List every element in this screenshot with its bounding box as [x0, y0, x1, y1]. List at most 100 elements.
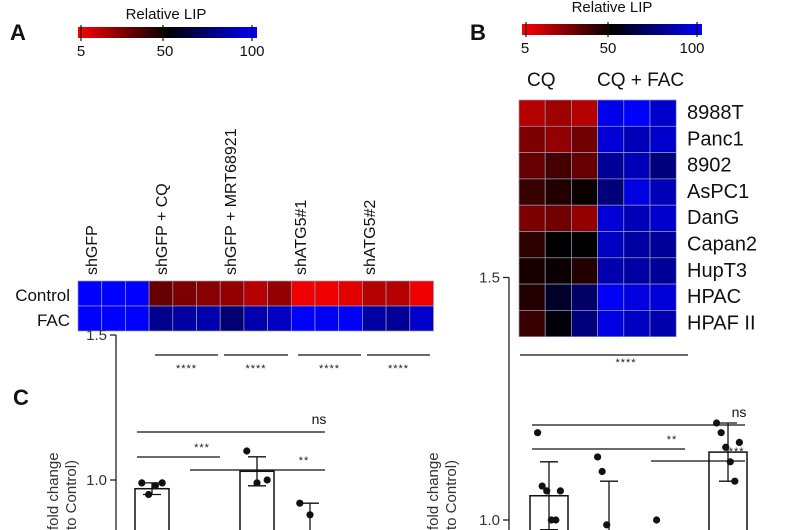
- heatmap-cell: [571, 283, 598, 311]
- heatmap-cell: [623, 125, 651, 153]
- heatmap-cell: [571, 231, 598, 259]
- panel-letter-a: A: [10, 20, 26, 45]
- comparison-label: **: [299, 455, 310, 467]
- heatmap-cell: [597, 152, 625, 180]
- data-point: [598, 467, 606, 476]
- colorbar-a-tick-label: 5: [77, 43, 85, 60]
- row-label: HPAF II: [687, 312, 756, 334]
- data-point: [722, 443, 730, 451]
- row-label-control: Control: [15, 286, 70, 305]
- heatmap-a-column-labels: shGFP shGFP + CQ shGFP + MRT68921 shATG5…: [84, 128, 379, 275]
- data-point: [306, 511, 314, 519]
- heatmap-cell: [623, 231, 651, 259]
- data-point: [158, 479, 166, 487]
- heatmap-cell: [597, 125, 625, 153]
- heatmap-cell: [597, 178, 625, 206]
- heatmap-cell: [338, 280, 363, 307]
- y-axis-label-line1: fold change: [425, 452, 442, 530]
- column-label-shatg5-1: shATG5#1: [293, 200, 310, 275]
- heatmap-cell: [597, 257, 625, 285]
- heatmap-cell: [385, 280, 411, 307]
- row-label: 8902: [687, 155, 732, 177]
- bar-chart-c-left: fold change to Control) 1.01.5ns*****: [45, 327, 326, 530]
- heatmap-cell: [597, 204, 625, 232]
- heatmap-cell: [597, 231, 625, 259]
- comparison-label: ns: [732, 404, 747, 420]
- row-label: Panc1: [687, 128, 744, 150]
- heatmap-cell: [623, 178, 651, 206]
- colorbar-a-title: Relative LIP: [126, 6, 207, 23]
- y-tick-label: 1.5: [479, 270, 500, 287]
- heatmap-cell: [338, 305, 363, 332]
- heatmap-cell: [597, 283, 625, 311]
- comparison-label: ****: [723, 446, 744, 458]
- heatmap-cell: [518, 99, 546, 127]
- heatmap-cell: [649, 152, 677, 180]
- data-point: [253, 479, 261, 487]
- heatmap-cell: [172, 305, 197, 332]
- heatmap-cell: [544, 178, 572, 206]
- heatmap-cell: [148, 280, 174, 307]
- row-label: 8988T: [687, 102, 744, 124]
- heatmap-cell: [623, 283, 651, 311]
- data-point: [145, 490, 153, 499]
- row-label: HPAC: [687, 286, 741, 308]
- heatmap-cell: [101, 280, 126, 307]
- heatmap-cell: [649, 283, 677, 311]
- significance-label: ****: [176, 363, 197, 375]
- data-point: [263, 476, 271, 484]
- significance-label: ****: [245, 363, 266, 375]
- heatmap-cell: [623, 257, 651, 285]
- heatmap-cell: [544, 204, 572, 232]
- y-tick-label: 1.0: [479, 512, 500, 529]
- column-group-cq: CQ: [527, 70, 556, 91]
- column-group-cq-fac: CQ + FAC: [597, 70, 684, 91]
- panel-letter-c: C: [13, 385, 29, 410]
- row-label: DanG: [687, 207, 739, 229]
- heatmap-cell: [544, 152, 572, 180]
- panel-letter-b: B: [470, 20, 486, 45]
- bar-chart-c-right: fold change to Control) 1.01.5ns******: [425, 270, 748, 530]
- heatmap-cell: [518, 152, 546, 180]
- heatmap-cell: [544, 99, 572, 127]
- heatmap-cell: [290, 305, 316, 332]
- column-label-shatg5-2: shATG5#2: [362, 200, 379, 275]
- heatmap-cell: [649, 310, 677, 338]
- y-tick-label: 1.0: [86, 472, 107, 489]
- heatmap-cell: [518, 310, 546, 338]
- heatmap-cell: [409, 305, 434, 332]
- data-point: [556, 487, 565, 495]
- data-point: [151, 482, 159, 490]
- heatmap-cell: [219, 280, 245, 307]
- row-label: HupT3: [687, 260, 747, 282]
- colorbar-b-tick-label: 50: [600, 40, 617, 57]
- heatmap-cell: [571, 99, 598, 127]
- heatmap-b: [518, 99, 677, 338]
- heatmap-cell: [571, 125, 598, 153]
- heatmap-cell: [172, 280, 197, 307]
- heatmap-cell: [571, 204, 598, 232]
- colorbar-a-gradient: [78, 27, 257, 38]
- heatmap-cell: [267, 280, 292, 307]
- heatmap-cell: [649, 99, 677, 127]
- y-axis-label-line2: to Control): [63, 460, 80, 530]
- heatmap-cell: [649, 231, 677, 259]
- heatmap-cell: [649, 204, 677, 232]
- heatmap-cell: [623, 99, 651, 127]
- heatmap-cell: [196, 305, 221, 332]
- heatmap-cell: [544, 125, 572, 153]
- colorbar-a: Relative LIP 5 50 100: [77, 6, 265, 60]
- data-point: [717, 429, 725, 437]
- y-axis-label-line2: to Control): [443, 460, 460, 530]
- heatmap-cell: [362, 280, 387, 307]
- column-label-shgfp-cq: shGFP + CQ: [154, 183, 171, 275]
- heatmap-cell: [597, 310, 625, 338]
- heatmap-cell: [385, 305, 411, 332]
- heatmap-cell: [518, 283, 546, 311]
- heatmap-cell: [148, 305, 174, 332]
- heatmap-cell: [518, 257, 546, 285]
- heatmap-cell: [77, 280, 103, 307]
- heatmap-a-significance: **** **** **** ****: [155, 354, 430, 375]
- heatmap-a: [77, 280, 434, 332]
